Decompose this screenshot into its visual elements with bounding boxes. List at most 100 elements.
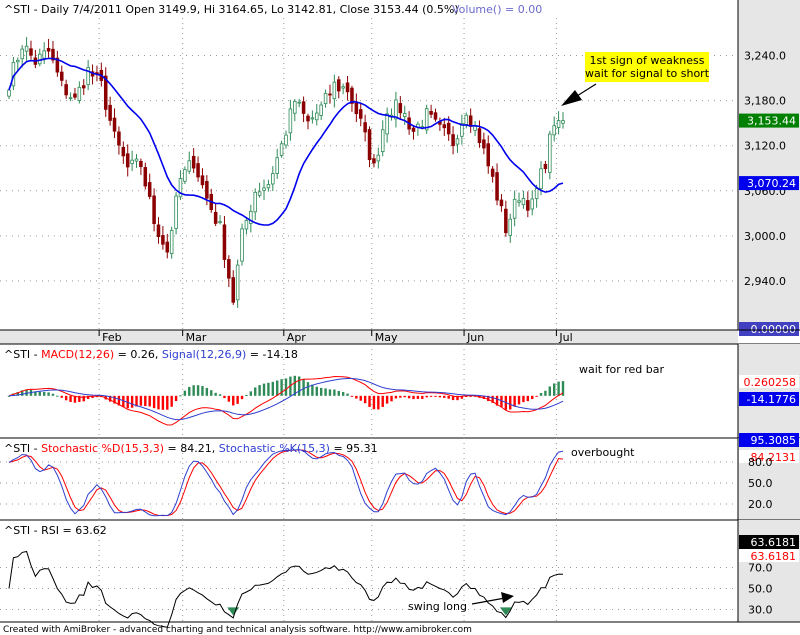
candle-body — [125, 153, 130, 168]
candle-body — [446, 122, 451, 135]
macd-histogram-bar — [188, 386, 191, 396]
candle-body — [257, 191, 262, 196]
macd-histogram-bar — [271, 381, 275, 396]
candle-body — [429, 110, 433, 115]
candle-body — [262, 187, 266, 191]
macd-histogram-bar — [78, 395, 81, 402]
macd-histogram-bar — [249, 391, 253, 396]
macd-histogram-bar — [42, 391, 46, 396]
candle-body — [279, 143, 284, 156]
price-value-badge-text: 3,153.44 — [747, 115, 796, 128]
macd-histogram-bar — [438, 395, 442, 398]
macd-histogram-bar — [183, 390, 187, 396]
stochastic-month-separators — [98, 438, 557, 520]
candle-body — [244, 220, 249, 230]
macd-histogram-bar — [192, 385, 195, 396]
rsi-tick-labels: 30.0 50.0 70.0 — [748, 562, 773, 617]
candle-body — [86, 67, 90, 85]
weakness-annotation: 1st sign of weakness wait for signal to … — [561, 52, 710, 106]
macd-histogram-bar — [108, 395, 112, 402]
macd-histogram-bar — [425, 395, 428, 398]
candle-body — [253, 191, 257, 213]
macd-histogram-bar — [152, 395, 156, 409]
candle-body — [200, 175, 205, 186]
candle-body — [499, 199, 504, 207]
footer-text: Created with AmiBroker - advanced charti… — [3, 625, 472, 635]
macd-histogram-bar — [553, 383, 556, 396]
candle-body — [561, 120, 565, 124]
macd-histogram-bar — [82, 395, 85, 402]
candle-body — [508, 218, 513, 236]
candle-body — [29, 48, 33, 56]
macd-histogram-bar — [196, 385, 200, 396]
macd-histogram-bar — [254, 387, 257, 396]
month-separators — [98, 18, 557, 330]
price-axis-background — [738, 0, 800, 330]
macd-histogram-bar — [394, 395, 398, 399]
rsi-gridlines — [0, 567, 738, 610]
macd-histogram-bar — [473, 395, 477, 397]
candle-body — [64, 84, 68, 96]
price-value-badge-text: 3,070.24 — [747, 177, 796, 190]
candle-body — [376, 154, 381, 162]
candle-body — [139, 160, 143, 167]
candle-body — [328, 93, 332, 96]
stochastic-tick-label: 20.0 — [748, 498, 773, 511]
macd-histogram-bar — [333, 389, 336, 396]
candle-body — [323, 92, 328, 104]
candle-body — [20, 48, 24, 60]
candle-body — [363, 122, 367, 133]
price-tick-label: 3,240.0 — [744, 50, 786, 63]
macd-histogram-bar — [302, 378, 305, 396]
candle-body — [275, 157, 279, 174]
macd-histogram-bar — [214, 392, 217, 396]
macd-histogram-bar — [350, 395, 354, 397]
macd-histogram-bar — [34, 391, 37, 396]
price-value-badges: 3,153.443,070.240.00000 — [739, 113, 799, 336]
candle-body — [271, 173, 275, 185]
macd-histogram-bar — [56, 395, 59, 397]
candle-body — [218, 221, 222, 223]
candle-body — [442, 124, 447, 129]
macd-histogram-bar — [205, 387, 209, 396]
macd-histogram-bar — [359, 395, 362, 401]
candle-body — [77, 86, 82, 101]
macd-histogram-bar — [284, 378, 288, 396]
macd-histogram-bar — [451, 395, 455, 401]
candle-body — [81, 85, 86, 89]
signal-series-name: Signal(12,26,9) — [162, 348, 246, 361]
candle-body — [266, 184, 271, 189]
macd-histogram-bar — [319, 387, 323, 396]
macd-panel: ^STI - MACD(12,26) = 0.26, Signal(12,26,… — [4, 344, 800, 438]
macd-histogram-bar — [539, 393, 543, 396]
stochastic-k-line — [8, 449, 564, 517]
macd-histogram-bar — [315, 386, 318, 396]
macd-histogram-bar — [91, 395, 94, 399]
macd-histogram-bar — [311, 384, 314, 396]
candle-body — [46, 48, 51, 52]
macd-histogram-bar — [38, 391, 41, 396]
candle-body — [482, 139, 486, 149]
stochastic-d-value: 84.21 — [180, 442, 212, 455]
annotation-arrow-head — [561, 90, 582, 106]
macd-histogram-bar — [161, 395, 165, 410]
price-value-badge — [739, 113, 799, 128]
candle-body — [552, 125, 556, 136]
candle-body — [38, 53, 42, 65]
stochastic-k-name: Stochastic %K(15,3) — [219, 442, 330, 455]
candle-body — [187, 160, 192, 172]
macd-histogram-bar — [403, 395, 406, 398]
candle-body — [191, 155, 196, 169]
rsi-badge-1 — [739, 535, 799, 549]
price-tick-label: 2,940.0 — [744, 275, 786, 288]
candle-body — [517, 200, 521, 203]
price-panel: 2,940.03,000.03,060.03,120.03,180.03,240… — [0, 0, 800, 336]
stochastic-title-prefix: ^STI - — [4, 442, 41, 455]
rsi-annotation-arrow-head — [501, 592, 514, 603]
signal-value: -14.18 — [262, 348, 297, 361]
macd-histogram-bar — [385, 395, 389, 404]
candle-body — [310, 117, 315, 120]
candle-body — [24, 45, 29, 52]
candle-body — [336, 79, 341, 92]
